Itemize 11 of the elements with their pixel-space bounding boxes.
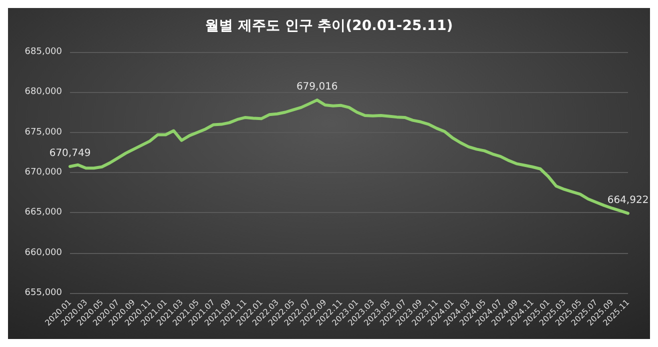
y-tick-label: 680,000 [24,87,62,98]
data-label: 664,922 [607,194,649,206]
y-tick-label: 660,000 [24,248,62,258]
y-tick-label: 670,000 [24,168,62,178]
y-tick-label: 665,000 [24,208,62,218]
chart-title: 월별 제주도 인구 추이(20.01-25.11) [205,18,453,34]
data-label: 670,749 [49,148,91,159]
data-label: 679,016 [296,82,338,93]
y-tick-label: 655,000 [24,288,62,298]
y-tick-label: 685,000 [24,47,62,57]
y-tick-label: 675,000 [24,127,62,138]
